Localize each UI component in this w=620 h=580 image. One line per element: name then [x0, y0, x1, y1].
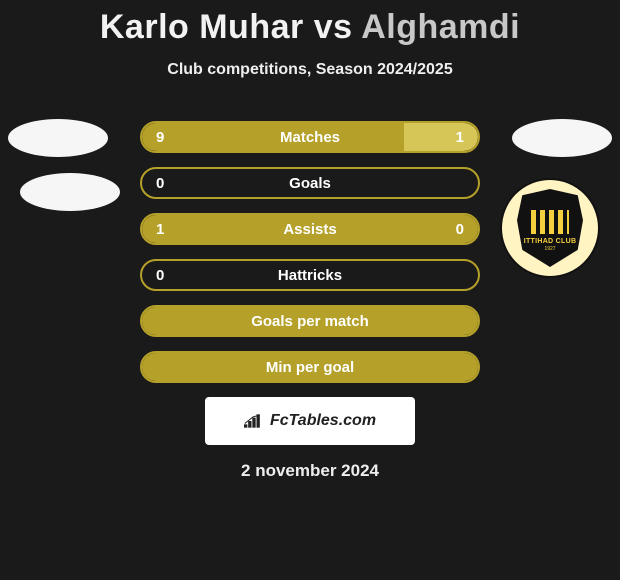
stat-value-left: 0	[156, 267, 164, 284]
stat-row: Min per goal	[140, 351, 480, 383]
stat-label: Goals	[142, 175, 478, 192]
stat-label: Hattricks	[142, 267, 478, 284]
brand-box: FcTables.com	[205, 397, 415, 445]
shield-icon: ITTIHAD CLUB 1927	[517, 189, 583, 267]
vs-label: vs	[314, 8, 353, 46]
fctables-icon	[244, 414, 264, 428]
player1-badge-ellipse-bottom	[20, 173, 120, 211]
stat-fill	[142, 353, 478, 381]
page-title: Karlo Muhar vs Alghamdi	[100, 8, 520, 47]
player2-badge-ellipse-top	[512, 119, 612, 157]
brand-text: FcTables.com	[270, 412, 376, 430]
shield-text: ITTIHAD CLUB	[524, 238, 577, 245]
stat-fill-right	[404, 123, 478, 151]
shield-year: 1927	[544, 246, 555, 252]
stat-row: Assists10	[140, 213, 480, 245]
stat-row: Goals0	[140, 167, 480, 199]
stat-row: Goals per match	[140, 305, 480, 337]
stat-row: Matches91	[140, 121, 480, 153]
stat-fill-left	[142, 215, 478, 243]
subtitle: Club competitions, Season 2024/2025	[167, 61, 452, 79]
player1-badge-ellipse-top	[8, 119, 108, 157]
player1-name: Karlo Muhar	[100, 8, 304, 46]
stat-fill-left	[142, 123, 404, 151]
date-text: 2 november 2024	[241, 461, 379, 481]
stat-value-left: 9	[156, 129, 164, 146]
stat-value-right: 1	[456, 129, 464, 146]
stat-fill	[142, 307, 478, 335]
stat-value-left: 1	[156, 221, 164, 238]
player2-name: Alghamdi	[361, 8, 520, 46]
shield-stripes	[531, 210, 569, 234]
stat-row: Hattricks0	[140, 259, 480, 291]
player2-club-badge: ITTIHAD CLUB 1927	[500, 178, 600, 278]
stat-value-left: 0	[156, 175, 164, 192]
stat-value-right: 0	[456, 221, 464, 238]
